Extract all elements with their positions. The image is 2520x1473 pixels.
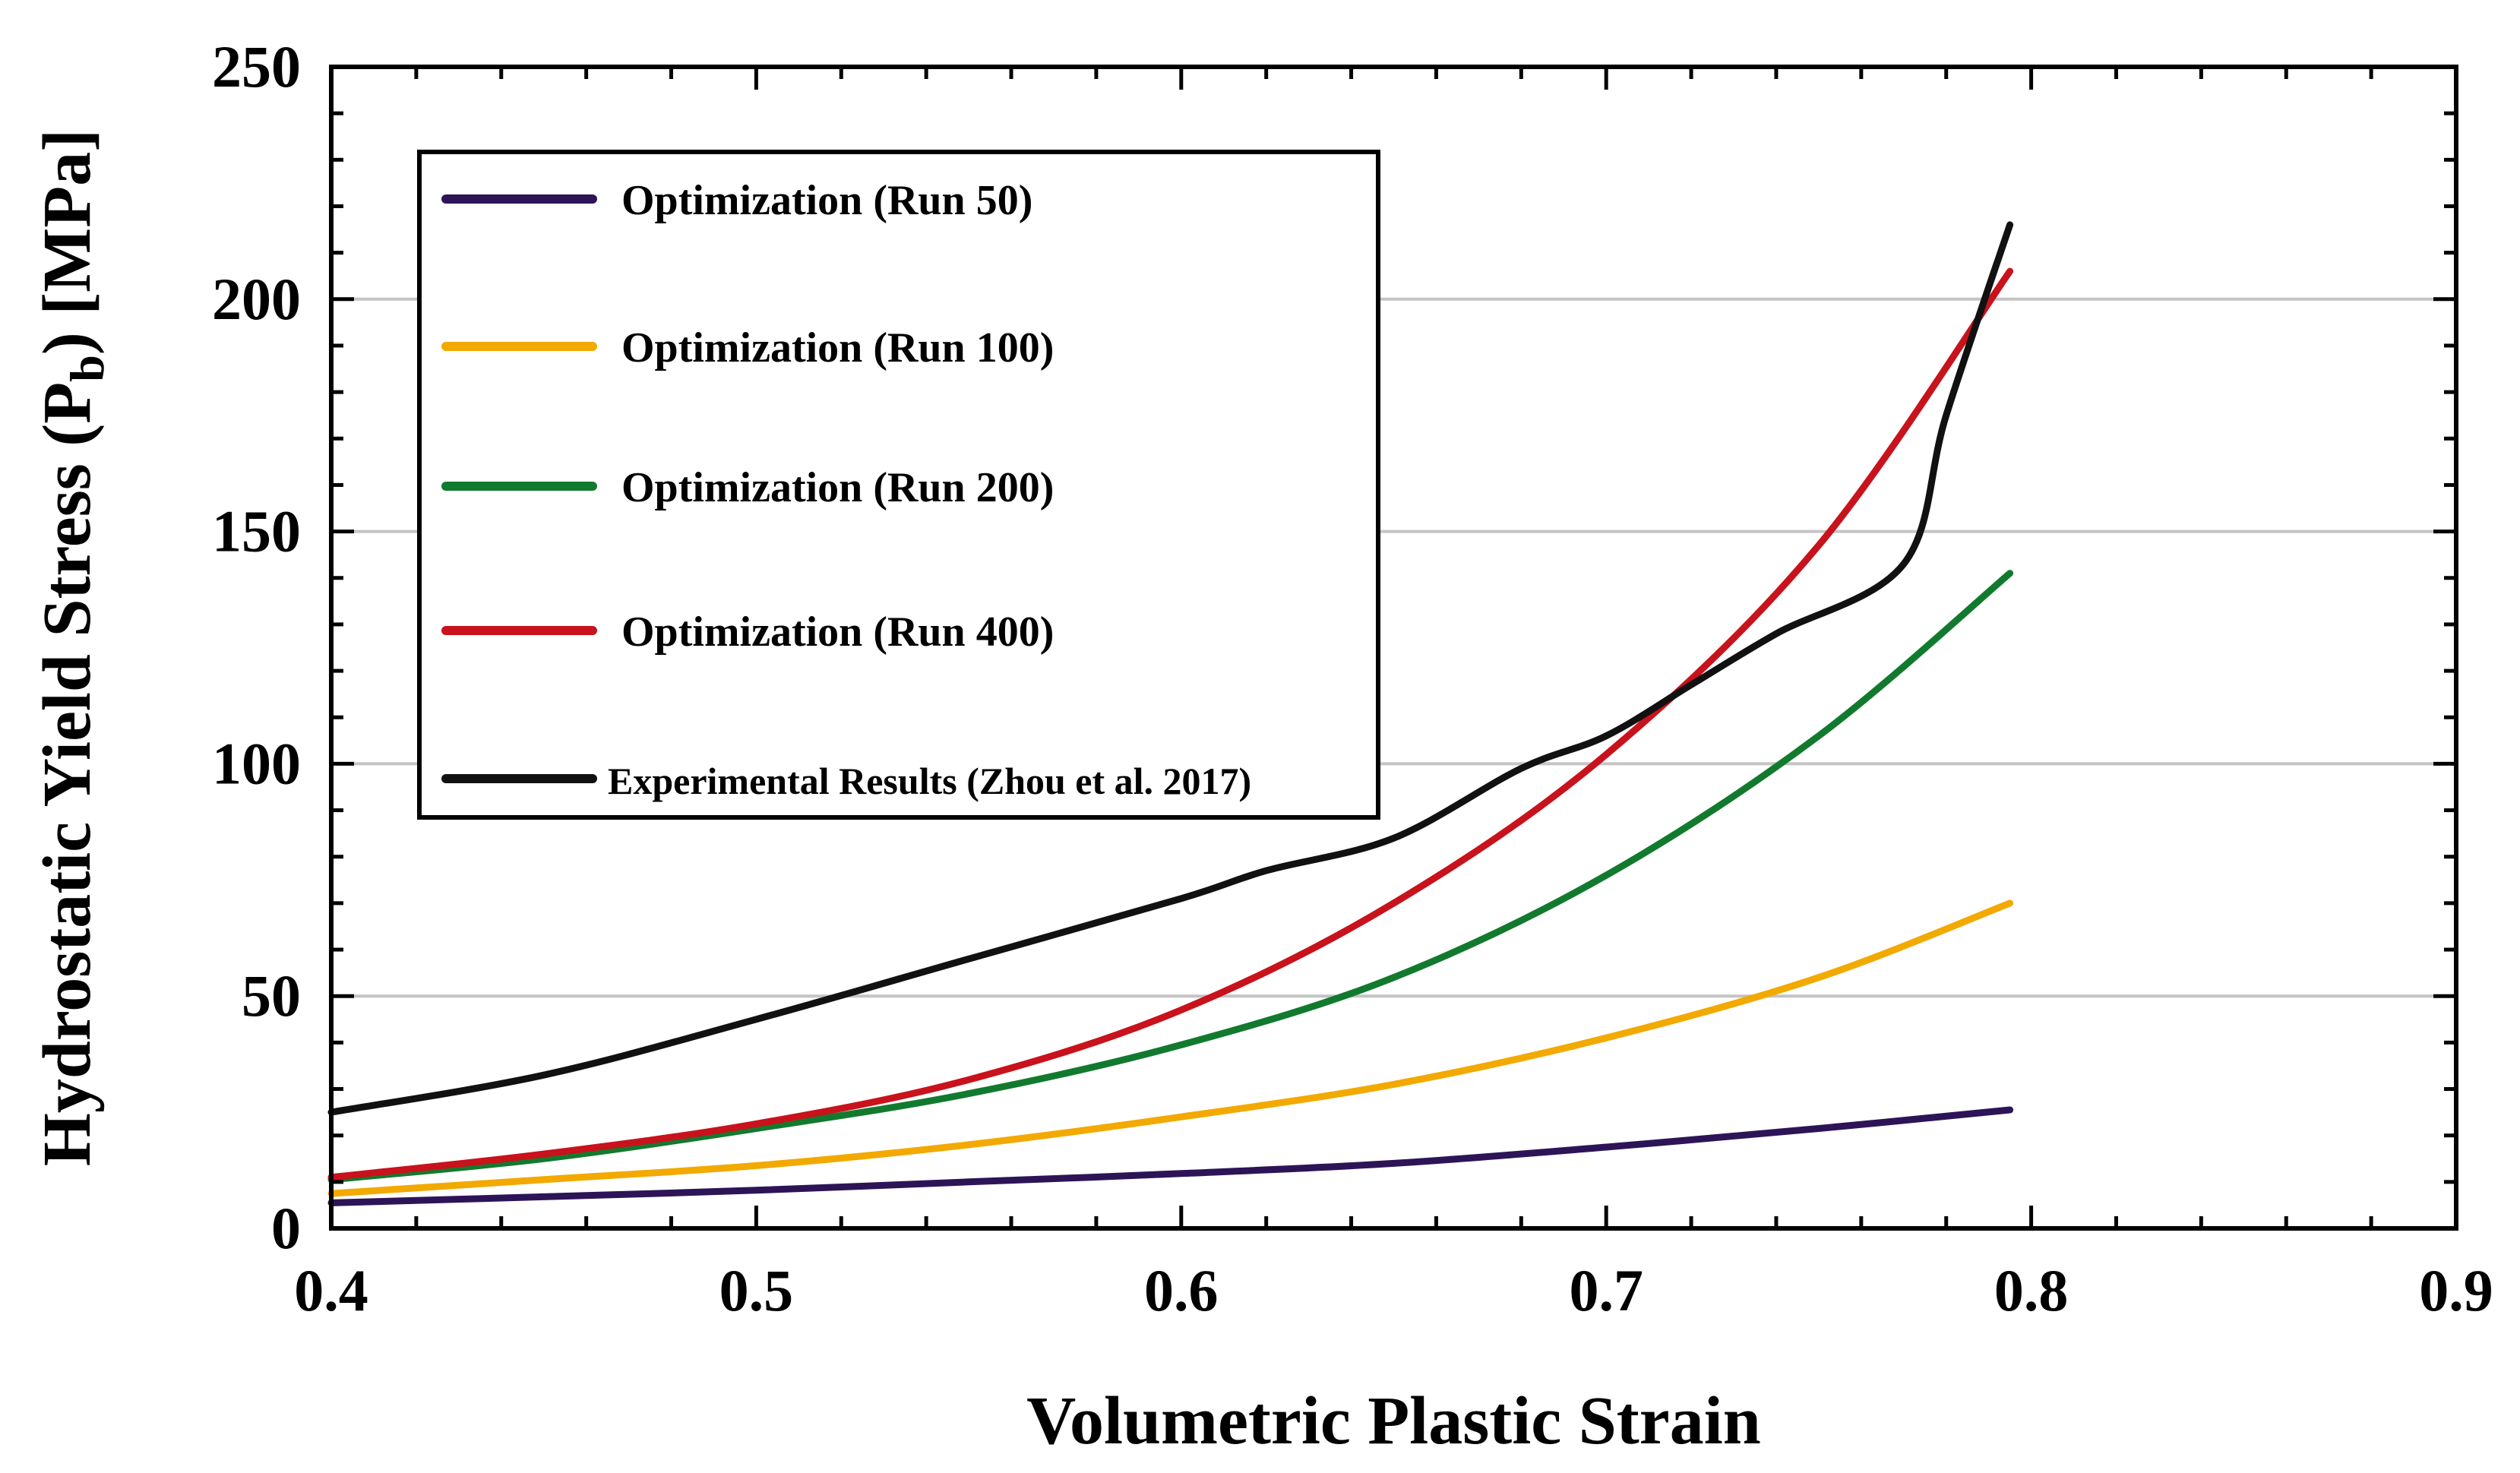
y-tick-label: 250 [212,33,301,100]
legend-label: Optimization (Run 400) [621,608,1054,656]
y-axis-title-subscript: b [60,355,114,382]
x-tick-label: 0.7 [1569,1257,1643,1323]
legend-label: Optimization (Run 50) [621,177,1032,224]
x-axis-title: Volumetric Plastic Strain [1026,1383,1761,1459]
legend-item: Optimization (Run 50) [441,177,1032,224]
legend-label: Experimental Results (Zhou et al. 2017) [608,760,1251,802]
legend-label: Optimization (Run 200) [621,464,1054,511]
y-tick-label: 0 [271,1195,301,1261]
legend-item: Optimization (Run 100) [441,324,1054,371]
x-tick-label: 0.4 [294,1257,368,1323]
x-tick-label: 0.8 [1994,1257,2069,1323]
series-line-optimization-run-400 [327,267,2014,1181]
axis-ticks [329,65,2458,1231]
legend-label: Optimization (Run 100) [621,324,1054,371]
y-tick-label: 100 [212,730,301,796]
series-line-optimization-run-50 [327,1106,2014,1206]
tick-labels: 0.4 0.5 0.6 0.7 0.8 0.9 0 50 100 150 200 250 [212,33,2493,1323]
legend-item: Optimization (Run 400) [441,608,1054,656]
legend: Optimization (Run 50) Optimization (Run 1… [417,150,1380,820]
y-axis-title: Hydrostatic Yield Stress (Pb) [MPa] [30,129,114,1166]
y-axis-title-main: Hydrostatic Yield Stress (P [30,382,105,1166]
y-tick-label: 150 [212,498,301,564]
series-line-experimental-results-zhou-et-al-2017 [327,221,2014,1116]
x-tick-label: 0.5 [719,1257,794,1323]
y-axis-title-suffix: ) [MPa] [30,129,105,355]
y-tick-label: 50 [242,963,301,1029]
y-tick-label: 200 [212,266,301,332]
series-line-optimization-run-100 [327,899,2014,1197]
legend-item: Optimization (Run 200) [441,464,1054,511]
series-line-optimization-run-200 [327,570,2014,1184]
legend-items: Optimization (Run 50) Optimization (Run 1… [441,177,1251,802]
plot-frame [329,65,2458,1231]
x-tick-label: 0.6 [1144,1257,1219,1323]
legend-item: Experimental Results (Zhou et al. 2017) [441,760,1251,802]
series-lines [327,221,2014,1206]
x-tick-label: 0.9 [2419,1257,2493,1323]
